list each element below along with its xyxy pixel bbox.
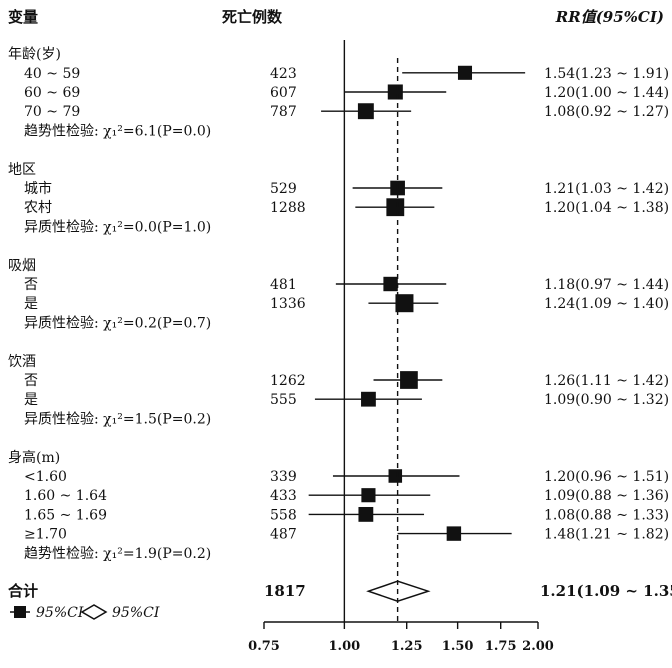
row-deaths: 433 [270, 488, 297, 504]
point-estimate [357, 103, 374, 120]
point-estimate [361, 488, 376, 503]
pooled-diamond [366, 580, 431, 602]
point-estimate [388, 469, 403, 483]
x-tick-label: 0.75 [248, 639, 280, 654]
point-estimate [446, 526, 462, 541]
point-estimate [387, 84, 403, 100]
legend-label: 95%CI [36, 605, 84, 621]
row-rr-text: 1.21(1.03 ~ 1.42) [544, 181, 669, 197]
row-rr-text: 1.20(1.04 ~ 1.38) [544, 200, 669, 216]
row-label: 否 [24, 373, 38, 389]
row-label: ≥1.70 [24, 527, 67, 543]
point-estimate [400, 371, 418, 389]
row-deaths: 423 [270, 66, 297, 82]
x-tick-label: 1.00 [329, 639, 361, 654]
point-estimate [395, 294, 414, 313]
point-estimate [386, 198, 405, 217]
row-deaths: 1336 [270, 296, 306, 312]
x-tick-label: 1.75 [485, 639, 517, 654]
row-deaths: 787 [270, 104, 297, 120]
test-label: 异质性检验: χ₁²=0.2(P=0.7) [24, 315, 211, 331]
legend-square [14, 606, 26, 618]
row-deaths: 607 [270, 85, 297, 101]
row-deaths: 558 [270, 507, 297, 523]
row-rr-text: 1.08(0.92 ~ 1.27) [544, 104, 669, 120]
row-label: <1.60 [24, 469, 67, 485]
row-rr-text: 1.09(0.88 ~ 1.36) [544, 488, 669, 504]
row-rr-text: 1.20(0.96 ~ 1.51) [544, 469, 669, 485]
group-label: 地区 [8, 162, 36, 178]
total-deaths: 1817 [264, 582, 306, 600]
row-rr-text: 1.09(0.90 ~ 1.32) [544, 392, 669, 408]
row-rr-text: 1.48(1.21 ~ 1.82) [544, 527, 669, 543]
row-deaths: 1288 [270, 200, 306, 216]
group-label: 身高(m) [8, 449, 60, 466]
test-label: 趋势性检验: χ₁²=1.9(P=0.2) [24, 546, 211, 562]
row-deaths: 1262 [270, 373, 306, 389]
row-label: 1.65 ~ 1.69 [24, 507, 107, 523]
row-label: 60 ~ 69 [24, 85, 80, 101]
row-deaths: 487 [270, 527, 297, 543]
row-rr-text: 1.26(1.11 ~ 1.42) [544, 373, 669, 389]
row-deaths: 339 [270, 469, 297, 485]
header-variable: 变量 [8, 8, 38, 26]
row-label: 是 [24, 392, 38, 408]
group-label: 饮酒 [8, 354, 36, 370]
group-label: 年龄(岁) [8, 47, 61, 63]
row-rr-text: 1.54(1.23 ~ 1.91) [544, 66, 669, 82]
header-deaths: 死亡例数 [222, 8, 283, 26]
test-label: 异质性检验: χ₁²=0.0(P=1.0) [24, 219, 211, 235]
x-tick-label: 1.50 [442, 639, 474, 654]
row-rr-text: 1.08(0.88 ~ 1.33) [544, 507, 669, 523]
row-label: 否 [24, 277, 38, 293]
point-estimate [457, 65, 473, 80]
row-deaths: 481 [270, 277, 297, 293]
total-rr-text: 1.21(1.09 ~ 1.35) [540, 582, 672, 600]
header-rr: RR值(95%CI) [555, 8, 664, 26]
x-tick-label: 2.00 [522, 639, 554, 654]
legend-diamond [80, 604, 108, 620]
point-estimate [361, 391, 376, 407]
legend-label: 95%CI [112, 605, 160, 621]
row-label: 70 ~ 79 [24, 104, 80, 120]
x-tick-label: 1.25 [391, 639, 423, 654]
row-label: 城市 [24, 180, 52, 197]
row-label: 40 ~ 59 [24, 66, 80, 82]
row-deaths: 529 [270, 181, 297, 197]
row-label: 农村 [24, 200, 52, 216]
point-estimate [358, 506, 374, 522]
group-label: 吸烟 [8, 258, 36, 274]
row-deaths: 555 [270, 392, 297, 408]
point-estimate [383, 276, 398, 292]
row-label: 1.60 ~ 1.64 [24, 488, 107, 504]
row-rr-text: 1.24(1.09 ~ 1.40) [544, 296, 669, 312]
total-label: 合计 [7, 582, 38, 600]
row-rr-text: 1.20(1.00 ~ 1.44) [544, 85, 669, 101]
row-rr-text: 1.18(0.97 ~ 1.44) [544, 277, 669, 293]
test-label: 异质性检验: χ₁²=1.5(P=0.2) [24, 411, 211, 427]
test-label: 趋势性检验: χ₁²=6.1(P=0.0) [24, 123, 211, 139]
row-label: 是 [24, 296, 38, 312]
